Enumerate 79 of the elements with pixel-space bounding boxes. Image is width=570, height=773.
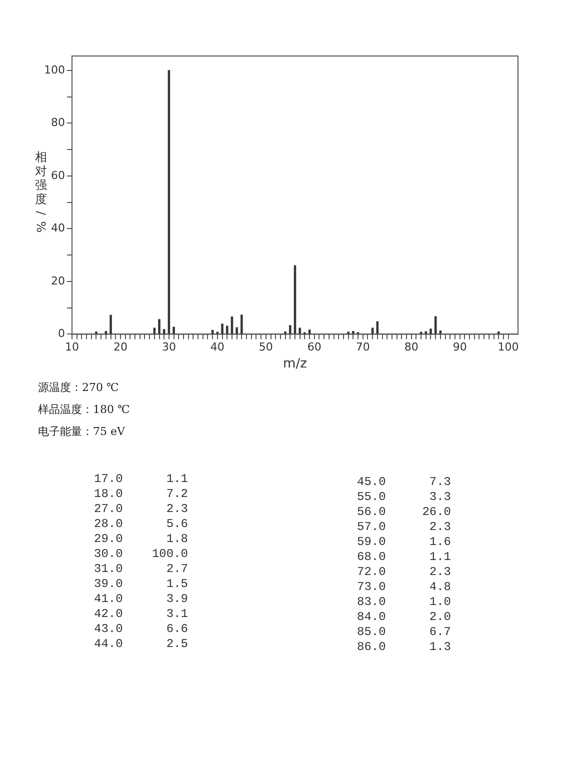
category-label: 83.0	[357, 595, 387, 610]
category-label: 42.0	[94, 607, 124, 622]
data-label: 3.3	[428, 490, 451, 505]
data-label: 1.8	[165, 532, 188, 547]
y-tick-label: 20	[50, 274, 65, 288]
category-label: 31.0	[94, 562, 124, 577]
category-label: 85.0	[357, 625, 387, 640]
category-label: 68.0	[357, 550, 387, 565]
y-tick-label: 40	[50, 222, 65, 235]
category-label: 29.0	[94, 532, 124, 547]
data-label: 2.0	[428, 610, 451, 625]
x-tick-label: 90	[452, 340, 467, 354]
x-tick-label: 50	[258, 340, 273, 354]
bar	[236, 327, 238, 334]
x-tick-label: 20	[113, 340, 128, 354]
category-label: 43.0	[94, 622, 124, 637]
y-tick-label: 100	[44, 63, 65, 76]
category-label: 41.0	[94, 592, 124, 607]
data-label: 3.1	[165, 607, 188, 622]
data-label: 7.2	[165, 487, 188, 502]
category-label: 28.0	[94, 517, 124, 532]
category-label: 59.0	[357, 535, 387, 550]
x-axis-title: m/z	[283, 356, 308, 372]
category-label: 44.0	[94, 637, 124, 652]
x-tick-label: 60	[307, 340, 322, 354]
bar	[158, 319, 160, 334]
bar	[430, 328, 432, 334]
data-label: 4.8	[428, 580, 451, 595]
text: 样品温度：180 ℃	[38, 402, 131, 418]
text: 电子能量：75 eV	[38, 424, 126, 440]
data-label: 2.3	[428, 520, 451, 535]
x-tick-label: 40	[210, 340, 224, 354]
data-label: 6.7	[428, 625, 451, 640]
x-tick-label: 100	[498, 340, 519, 354]
data-label: 1.6	[428, 535, 451, 550]
data-label: 1.3	[428, 640, 451, 655]
x-tick-label: 30	[162, 340, 176, 354]
bar	[240, 314, 243, 334]
x-tick-label: 10	[64, 340, 79, 354]
category-label: 17.0	[94, 472, 124, 487]
data-label: 1.1	[165, 472, 188, 487]
category-label: 30.0	[94, 547, 124, 562]
category-label: 39.0	[94, 577, 124, 592]
data-label: 7.3	[428, 475, 451, 490]
category-label: 84.0	[357, 610, 387, 625]
category-label: 56.0	[357, 505, 387, 520]
category-label: 73.0	[357, 580, 387, 595]
data-label: 2.3	[165, 502, 188, 517]
data-label: 100.0	[150, 547, 188, 562]
category-label: 86.0	[357, 640, 387, 655]
data-label: 2.5	[165, 637, 188, 652]
data-label: 6.6	[165, 622, 188, 637]
data-label: 2.7	[165, 562, 188, 577]
bar	[298, 328, 301, 334]
bar	[221, 324, 224, 334]
y-tick-label: 80	[50, 116, 65, 130]
data-label: 2.3	[428, 565, 451, 580]
data-label: 3.9	[165, 592, 188, 607]
category-label: 55.0	[357, 490, 387, 505]
category-label: 27.0	[94, 502, 124, 517]
y-tick-label: 60	[50, 168, 65, 182]
data-label: 26.0	[421, 505, 451, 520]
data-label: 1.0	[428, 595, 451, 610]
bar	[226, 326, 228, 334]
data-label: 1.1	[428, 550, 451, 565]
y-axis-title: 相对强度/%	[33, 150, 49, 235]
data-label: 1.5	[165, 577, 188, 592]
data-label: 5.6	[165, 517, 188, 532]
bar	[289, 325, 292, 334]
category-label: 18.0	[94, 487, 124, 502]
bar	[110, 314, 112, 334]
x-tick-label: 80	[404, 340, 418, 354]
text: 源温度：270 ℃	[38, 380, 120, 396]
category-label: 57.0	[357, 520, 387, 535]
category-label: 45.0	[357, 475, 387, 490]
category-label: 72.0	[357, 565, 387, 580]
x-tick-label: 70	[356, 340, 370, 354]
bar	[172, 326, 175, 334]
y-tick-label: 0	[58, 327, 65, 340]
